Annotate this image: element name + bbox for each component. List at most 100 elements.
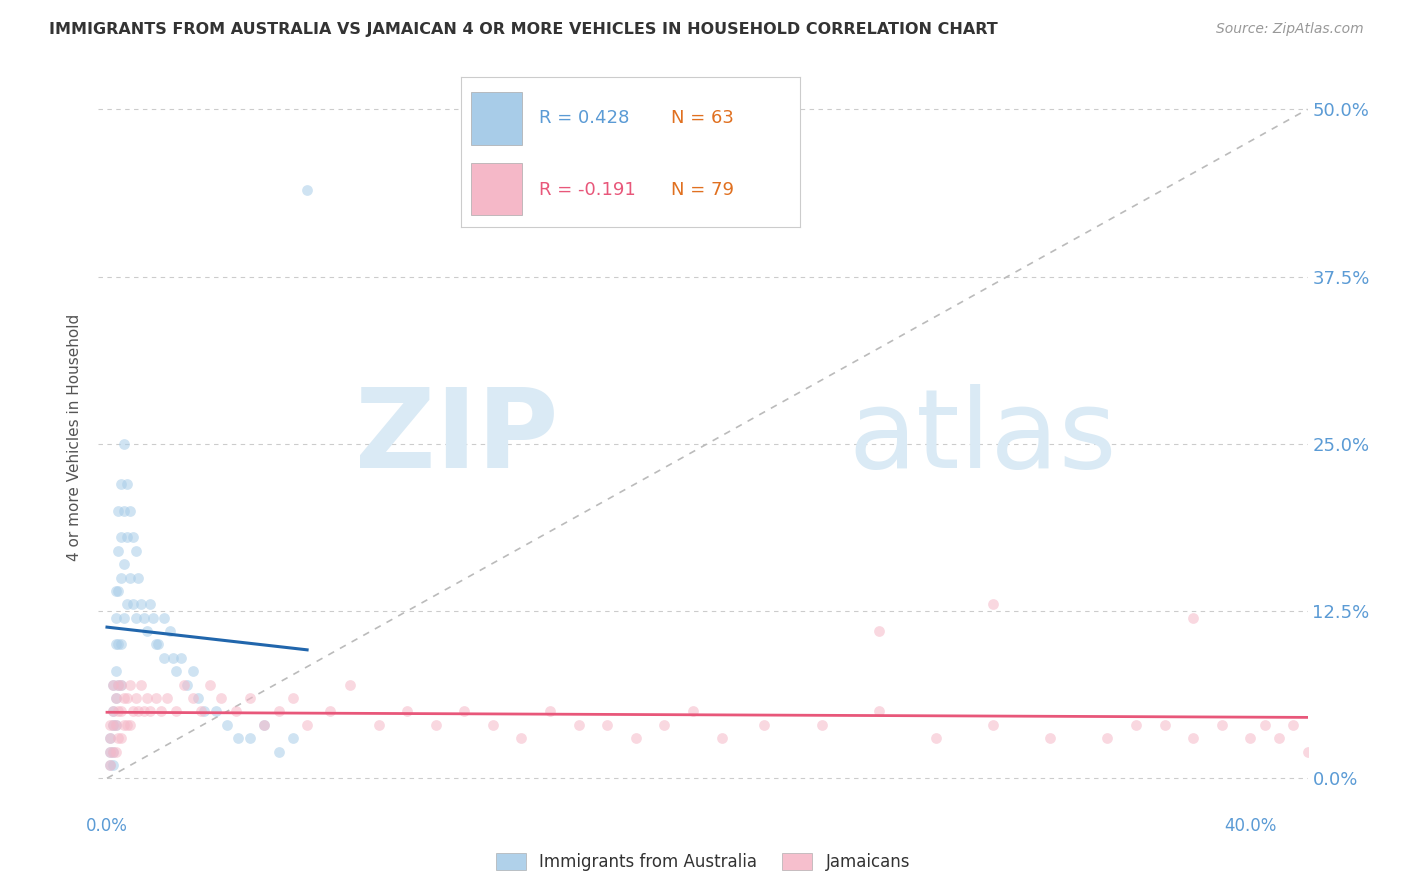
Point xyxy=(187,690,209,705)
Point xyxy=(253,717,276,731)
Point xyxy=(104,611,127,625)
Point xyxy=(396,705,419,719)
Point xyxy=(239,690,262,705)
Point xyxy=(1239,731,1261,746)
Point xyxy=(281,690,304,705)
Point xyxy=(1282,717,1305,731)
Point xyxy=(121,598,143,612)
Point xyxy=(176,678,198,692)
Point xyxy=(1153,717,1175,731)
Point xyxy=(104,637,127,651)
Point xyxy=(104,664,127,679)
Point xyxy=(107,583,129,598)
Point xyxy=(110,530,132,544)
Point xyxy=(112,611,135,625)
Point xyxy=(139,598,162,612)
Point xyxy=(198,678,221,692)
Point xyxy=(115,598,138,612)
Point xyxy=(107,637,129,651)
Point xyxy=(204,705,226,719)
Point xyxy=(112,690,135,705)
Point xyxy=(145,690,167,705)
Point xyxy=(112,503,135,517)
Point xyxy=(425,717,447,731)
Point xyxy=(124,690,146,705)
Point xyxy=(118,571,141,585)
Point xyxy=(121,530,143,544)
Y-axis label: 4 or more Vehicles in Household: 4 or more Vehicles in Household xyxy=(67,313,83,561)
Text: Source: ZipAtlas.com: Source: ZipAtlas.com xyxy=(1216,22,1364,37)
Point xyxy=(267,744,290,758)
Point xyxy=(810,717,832,731)
Point xyxy=(104,583,127,598)
Point xyxy=(107,678,129,692)
Point xyxy=(139,705,162,719)
Point xyxy=(98,717,121,731)
Point xyxy=(104,744,127,758)
Point xyxy=(124,543,146,558)
Point xyxy=(136,690,159,705)
Point xyxy=(1182,731,1205,746)
Point xyxy=(107,543,129,558)
Point xyxy=(1254,717,1277,731)
Point xyxy=(156,690,179,705)
Point xyxy=(110,476,132,491)
Point xyxy=(145,637,167,651)
Point xyxy=(127,705,149,719)
Point xyxy=(654,717,676,731)
Point xyxy=(101,678,124,692)
Point xyxy=(98,731,121,746)
Point xyxy=(112,717,135,731)
Point xyxy=(142,611,165,625)
Point xyxy=(104,717,127,731)
Point xyxy=(1211,717,1233,731)
Point xyxy=(215,717,238,731)
Point xyxy=(159,624,181,639)
Point xyxy=(253,717,276,731)
Point xyxy=(295,182,318,196)
Point xyxy=(682,705,704,719)
Point xyxy=(101,717,124,731)
Point xyxy=(981,598,1004,612)
Point xyxy=(101,705,124,719)
Point xyxy=(110,571,132,585)
Point xyxy=(107,731,129,746)
Point xyxy=(107,503,129,517)
Point xyxy=(981,717,1004,731)
Point xyxy=(165,664,187,679)
Point xyxy=(98,744,121,758)
Point xyxy=(112,437,135,451)
Text: atlas: atlas xyxy=(848,384,1116,491)
Point xyxy=(129,678,152,692)
Point xyxy=(110,678,132,692)
Point xyxy=(165,705,187,719)
Point xyxy=(510,731,533,746)
Point xyxy=(162,651,184,665)
Point xyxy=(101,758,124,772)
Point xyxy=(129,598,152,612)
Point xyxy=(624,731,647,746)
Point xyxy=(110,731,132,746)
Point xyxy=(295,717,318,731)
Point xyxy=(124,611,146,625)
Point xyxy=(267,705,290,719)
Point xyxy=(101,744,124,758)
Point xyxy=(134,611,156,625)
Point xyxy=(112,557,135,572)
Point xyxy=(118,503,141,517)
Point xyxy=(101,678,124,692)
Point xyxy=(193,705,215,719)
Point xyxy=(1296,744,1319,758)
Legend: Immigrants from Australia, Jamaicans: Immigrants from Australia, Jamaicans xyxy=(496,853,910,871)
Point xyxy=(596,717,619,731)
Point xyxy=(568,717,591,731)
Point xyxy=(453,705,475,719)
Point xyxy=(482,717,505,731)
Point xyxy=(115,476,138,491)
Point xyxy=(710,731,733,746)
Text: ZIP: ZIP xyxy=(354,384,558,491)
Point xyxy=(115,690,138,705)
Point xyxy=(225,705,247,719)
Point xyxy=(190,705,212,719)
Point xyxy=(239,731,262,746)
